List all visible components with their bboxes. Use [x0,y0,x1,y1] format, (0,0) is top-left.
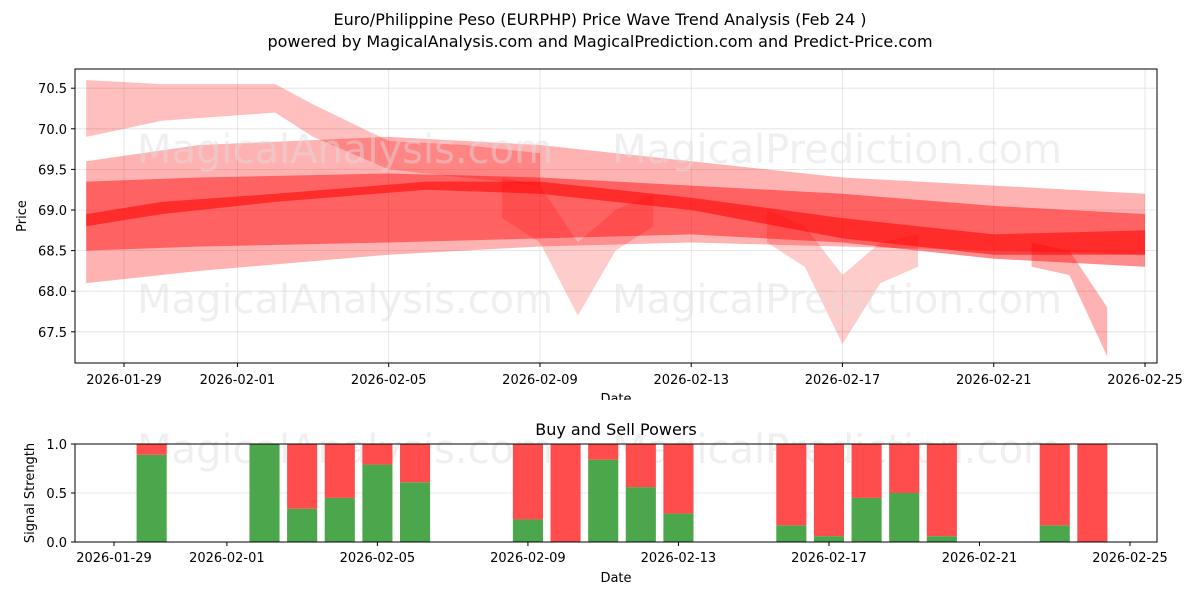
x-tick-label: 2026-02-25 [1107,373,1183,388]
x-tick-label: 2026-01-29 [86,373,162,388]
y-tick-label: 68.0 [38,285,67,300]
x-axis: 2026-01-29 2026-02-01 2026-02-05 2026-02-09… [76,542,1168,566]
sell-bar [776,444,807,526]
wave-band [86,80,540,186]
buy-bar [1039,525,1070,542]
y-axis-label: Signal Strength [23,443,38,543]
x-axis-label: Date [600,392,631,400]
plot-frame [74,68,1158,364]
sell-bar [324,444,355,498]
signal-bars [136,444,1108,542]
sell-bar [550,444,581,542]
wave-band [766,210,919,344]
x-tick-label: 2026-02-21 [956,373,1032,388]
wave-band [86,136,1146,284]
sell-bar [851,444,882,498]
sell-bar [287,444,318,509]
buy-bar [813,536,845,542]
watermarks-main: MagicalAnalysis.com MagicalPrediction.co… [137,127,1062,323]
y-axis-label: Price [15,200,30,232]
sell-bar [926,444,957,537]
buy-bar [625,487,656,542]
y-tick-label: 1.0 [46,438,67,453]
buy-bar [588,459,619,542]
sell-bar [1077,444,1108,542]
y-tick-label: 70.0 [38,123,67,138]
y-tick-label: 69.0 [38,204,67,219]
y-tick-label: 67.5 [38,326,67,341]
buy-bar [851,497,882,542]
x-tick-label: 2026-02-01 [200,373,276,388]
y-tick-label: 0.0 [46,536,67,551]
watermark-text: MagicalAnalysis.com [137,427,553,473]
x-tick-label: 2026-02-05 [340,551,416,566]
x-tick-label: 2026-02-25 [1092,551,1168,566]
watermark-text: MagicalPrediction.com [612,427,1062,473]
x-tick-label: 2026-01-29 [76,551,152,566]
buy-bar [324,497,355,542]
y-tick-label: 0.5 [46,487,67,502]
buy-bar [512,519,543,542]
sell-bar [1039,444,1070,526]
x-tick-label: 2026-02-09 [490,551,566,566]
buy-bar [776,525,807,542]
buy-bar [663,513,694,542]
plot-frame [74,443,1158,543]
x-axis: 2026-01-29 2026-02-01 2026-02-05 2026-02-09… [86,363,1183,388]
x-tick-label: 2026-02-21 [942,551,1018,566]
wave-band [86,181,1146,255]
buy-bar [249,444,280,542]
buy-bar [926,536,957,542]
y-axis: 0.0 0.5 1.0 [46,438,75,551]
price-grid [75,69,1157,363]
wave-band [502,177,654,316]
x-tick-label: 2026-02-17 [791,551,867,566]
watermark-text: MagicalPrediction.com [612,277,1062,323]
chart-subtitle: powered by MagicalAnalysis.com and Magic… [267,32,933,51]
watermark-text: MagicalPrediction.com [612,127,1062,173]
sell-bar [625,444,656,488]
y-tick-label: 68.5 [38,245,67,260]
x-tick-label: 2026-02-01 [189,551,265,566]
x-axis-label: Date [600,571,631,586]
buy-bar [287,508,318,542]
wave-band [86,173,1146,267]
buy-bar [889,493,920,542]
sell-bar [889,444,920,493]
y-tick-label: 70.5 [38,82,67,97]
price-wave-chart: MagicalAnalysis.com MagicalPrediction.co… [15,68,1183,400]
y-axis: 67.5 68.0 68.5 69.0 69.5 70.0 70.5 [38,82,75,341]
watermark-text: MagicalAnalysis.com [137,127,553,173]
x-tick-label: 2026-02-13 [653,373,729,388]
buy-bar [362,464,393,542]
x-tick-label: 2026-02-17 [805,373,881,388]
x-tick-label: 2026-02-09 [502,373,578,388]
price-wave-bands [86,80,1146,357]
chart-title: Euro/Philippine Peso (EURPHP) Price Wave… [333,10,867,29]
watermarks-sub: MagicalAnalysis.com MagicalPrediction.co… [137,427,1062,473]
sell-bar [399,444,431,483]
sell-bar [588,444,619,460]
buy-bar [399,482,431,542]
x-tick-label: 2026-02-05 [351,373,427,388]
signal-grid [75,443,1157,543]
sell-bar [362,444,393,465]
y-tick-label: 69.5 [38,163,67,178]
sell-bar [813,444,845,537]
sell-bar [663,444,694,514]
wave-band [1031,242,1108,357]
watermark-text: MagicalAnalysis.com [137,277,553,323]
subplot-title: Buy and Sell Powers [535,420,697,439]
sell-bar [136,444,167,455]
buy-bar [136,454,167,542]
sell-bar [512,444,543,520]
x-tick-label: 2026-02-13 [641,551,717,566]
